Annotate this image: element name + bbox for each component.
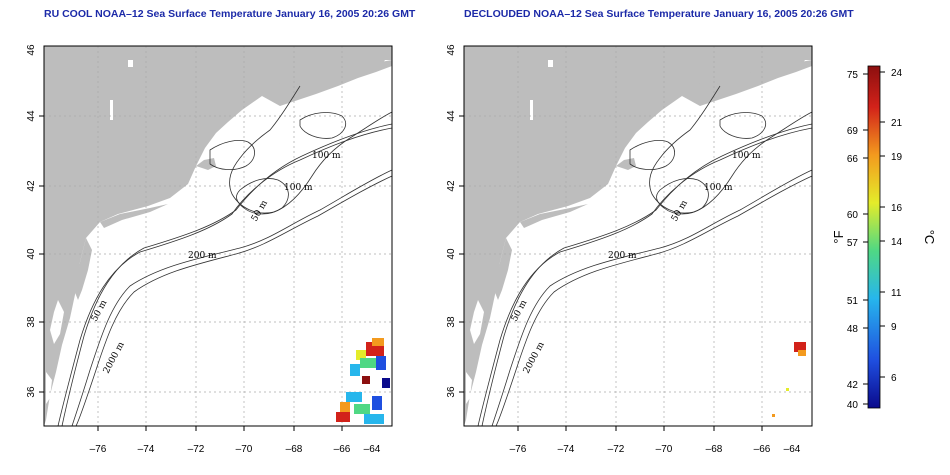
right-map-land (464, 46, 812, 426)
left-map-y-ticks: 36 38 40 42 44 46 (26, 44, 44, 398)
right-xtick-label: –66 (754, 444, 771, 455)
colorbar-c-tick: 21 (891, 118, 903, 129)
left-map-cape-cod (196, 158, 216, 170)
right-map-bathymetry-contours (477, 85, 813, 427)
left-xtick-label: –74 (138, 444, 155, 455)
left-map-land (44, 46, 392, 426)
right-map-panel: 100 m 100 m 50 m 200 m 50 m 2000 m –76 –… (446, 44, 813, 455)
right-map-inland-lake (548, 60, 553, 67)
colorbar-c-tick: 9 (891, 322, 897, 333)
colorbar-c-tick: 24 (891, 68, 903, 79)
right-ytick-label: 38 (446, 316, 457, 328)
colorbar-c-tick: 6 (891, 373, 897, 384)
colorbar-celsius-label: °C (922, 230, 937, 245)
right-ytick-label: 40 (446, 248, 457, 260)
colorbar-f-tick: 42 (847, 380, 859, 391)
right-map-lake-champlain (530, 100, 533, 120)
left-ytick-label: 44 (26, 110, 37, 122)
left-xtick-label: –72 (188, 444, 205, 455)
right-map-long-island (520, 204, 588, 228)
right-map-cape-cod (616, 158, 636, 170)
right-xtick-label: –64 (784, 444, 801, 455)
right-map-delmarva (494, 238, 512, 300)
right-xtick-label: –76 (510, 444, 527, 455)
colorbar-f-tick: 60 (847, 210, 859, 221)
colorbar-c-tick: 19 (891, 152, 903, 163)
right-contour-label-100m-a: 100 m (732, 151, 761, 161)
left-xtick-label: –64 (364, 444, 381, 455)
right-map-x-ticks: –76 –74 –72 –70 –68 –66 –64 (510, 426, 801, 455)
colorbar-f-tick: 57 (847, 238, 859, 249)
right-ytick-label: 46 (446, 44, 457, 56)
left-ytick-label: 36 (26, 386, 37, 398)
colorbar-fahrenheit-label: °F (831, 230, 846, 243)
left-ytick-label: 46 (26, 44, 37, 56)
temperature-colorbar: 75 69 66 60 57 51 48 42 40 24 21 19 16 1… (831, 65, 937, 411)
right-map-chesapeake-bay (470, 300, 484, 344)
colorbar-gradient (867, 65, 881, 409)
left-map-delmarva (74, 238, 92, 300)
left-map-sst-data (336, 338, 390, 424)
left-map-panel: 100 m 100 m 50 m 200 m 50 m 2000 m (26, 44, 393, 455)
colorbar-f-tick: 66 (847, 154, 859, 165)
right-ytick-label: 44 (446, 110, 457, 122)
right-xtick-label: –72 (608, 444, 625, 455)
right-xtick-label: –70 (656, 444, 673, 455)
colorbar-c-tick: 14 (891, 237, 903, 248)
left-xtick-label: –68 (286, 444, 303, 455)
left-map-title: RU COOL NOAA–12 Sea Surface Temperature … (44, 8, 416, 20)
left-map-inland-lake (128, 60, 133, 67)
left-map-long-island (100, 204, 168, 228)
right-map-sst-data (772, 342, 806, 417)
right-map-frame (463, 45, 813, 427)
right-xtick-label: –68 (706, 444, 723, 455)
right-map-title: DECLOUDED NOAA–12 Sea Surface Temperatur… (464, 8, 854, 20)
left-ytick-label: 42 (26, 180, 37, 192)
left-xtick-label: –76 (90, 444, 107, 455)
colorbar-c-tick: 16 (891, 203, 903, 214)
left-xtick-label: –70 (236, 444, 253, 455)
right-contour-label-100m-b: 100 m (704, 183, 733, 193)
left-map-pamlico-sound (46, 372, 52, 404)
left-ytick-label: 40 (26, 248, 37, 260)
right-contour-label-200m: 200 m (608, 251, 637, 261)
right-map-y-ticks: 36 38 40 42 44 46 (446, 44, 464, 398)
left-map-chesapeake-bay (50, 300, 64, 344)
left-map-lake-champlain (110, 100, 113, 120)
colorbar-f-tick: 75 (847, 70, 859, 81)
left-ytick-label: 38 (26, 316, 37, 328)
left-contour-label-200m: 200 m (188, 251, 217, 261)
colorbar-f-tick: 40 (847, 400, 859, 411)
left-xtick-label: –66 (334, 444, 351, 455)
colorbar-f-tick: 48 (847, 324, 859, 335)
colorbar-celsius-ticks (880, 71, 885, 378)
right-ytick-label: 36 (446, 386, 457, 398)
left-contour-label-100m-b: 100 m (284, 183, 313, 193)
colorbar-f-tick: 69 (847, 126, 859, 137)
right-ytick-label: 42 (446, 180, 457, 192)
left-map-frame (43, 45, 393, 427)
left-map-x-ticks: –76 –74 –72 –70 –68 –66 –64 (90, 426, 381, 455)
colorbar-fahrenheit-ticks (863, 73, 868, 405)
right-map-pamlico-sound (466, 372, 472, 404)
right-xtick-label: –74 (558, 444, 575, 455)
colorbar-f-tick: 51 (847, 296, 859, 307)
colorbar-c-tick: 11 (891, 288, 902, 299)
left-contour-label-100m-a: 100 m (312, 151, 341, 161)
left-map-bathymetry-contours (57, 85, 393, 427)
